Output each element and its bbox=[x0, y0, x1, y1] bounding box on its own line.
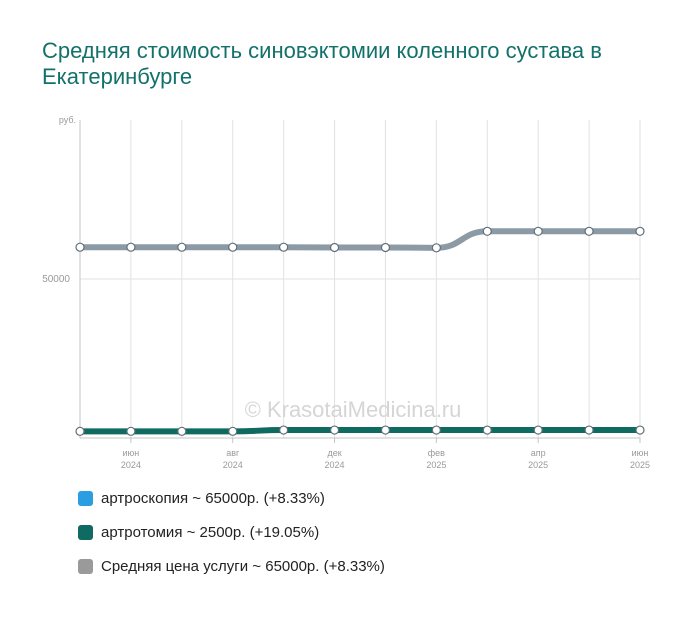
x-tick-label-year: 2025 bbox=[630, 460, 650, 470]
data-point bbox=[584, 425, 594, 435]
data-point bbox=[126, 242, 136, 252]
data-point bbox=[279, 425, 289, 435]
data-point bbox=[380, 425, 391, 435]
legend-label: Средняя цена услуги ~ 65000р. (+8.33%) bbox=[101, 557, 385, 575]
legend-item-arthroscopy[interactable]: артроскопия ~ 65000р. (+8.33%) bbox=[78, 488, 385, 508]
x-tick-label-year: 2025 bbox=[528, 460, 548, 470]
data-point bbox=[482, 226, 492, 236]
axes: 50000 руб. июн 2024 авг 2024 дек 2024 фев 2025 апр… bbox=[42, 115, 650, 470]
legend-item-arthrotomy[interactable]: артротомия ~ 2500р. (+19.05%) bbox=[78, 522, 385, 542]
data-point bbox=[635, 425, 645, 435]
data-point bbox=[177, 426, 187, 436]
x-tick-label-month: дек bbox=[327, 448, 341, 458]
x-tick-label-year: 2025 bbox=[426, 460, 446, 470]
x-tick-label-year: 2024 bbox=[223, 460, 243, 470]
series-line bbox=[77, 427, 643, 435]
grid bbox=[79, 120, 641, 438]
x-tick-label-month: фев bbox=[428, 448, 445, 458]
legend-swatch bbox=[78, 490, 93, 506]
watermark: © KrasotaiMedicina.ru bbox=[245, 397, 462, 422]
chart-title: Средняя стоимость синовэктомии коленного… bbox=[42, 38, 602, 89]
legend-label: артроскопия ~ 65000р. (+8.33%) bbox=[101, 489, 325, 507]
series-average-price bbox=[75, 226, 645, 253]
data-point bbox=[482, 425, 492, 435]
y-unit-label: руб. bbox=[59, 115, 76, 125]
x-tick-label-month: июн bbox=[123, 448, 140, 458]
x-tick-label-month: авг bbox=[226, 448, 240, 458]
series-line bbox=[77, 228, 643, 251]
data-point bbox=[228, 426, 238, 436]
legend-swatch bbox=[78, 558, 93, 574]
price-line-chart: © KrasotaiMedicina.ru 50000 руб. июн 2024 ав… bbox=[42, 115, 650, 470]
data-point bbox=[228, 242, 238, 252]
data-point bbox=[75, 426, 85, 436]
y-tick-label: 50000 bbox=[42, 274, 70, 285]
legend-swatch bbox=[78, 524, 93, 540]
data-point bbox=[533, 425, 543, 435]
data-point bbox=[329, 425, 340, 435]
data-point bbox=[584, 226, 594, 236]
data-point bbox=[533, 226, 543, 236]
x-tick-label-month: апр bbox=[531, 448, 546, 458]
data-point bbox=[177, 242, 187, 252]
legend-label: артротомия ~ 2500р. (+19.05%) bbox=[101, 523, 320, 541]
data-point bbox=[380, 242, 391, 253]
x-tick-label-year: 2024 bbox=[325, 460, 345, 470]
data-point bbox=[431, 243, 441, 253]
data-point bbox=[279, 242, 289, 252]
legend: артроскопия ~ 65000р. (+8.33%) артротоми… bbox=[78, 488, 385, 590]
data-point bbox=[126, 426, 136, 436]
data-point bbox=[329, 242, 340, 253]
series-arthrotomy bbox=[75, 425, 645, 436]
series bbox=[75, 226, 645, 436]
x-tick-label-year: 2024 bbox=[121, 460, 141, 470]
data-point bbox=[635, 226, 645, 236]
data-point bbox=[431, 425, 441, 435]
data-point bbox=[75, 242, 85, 252]
x-tick-label-month: июн bbox=[632, 448, 649, 458]
legend-item-average-price[interactable]: Средняя цена услуги ~ 65000р. (+8.33%) bbox=[78, 556, 385, 576]
